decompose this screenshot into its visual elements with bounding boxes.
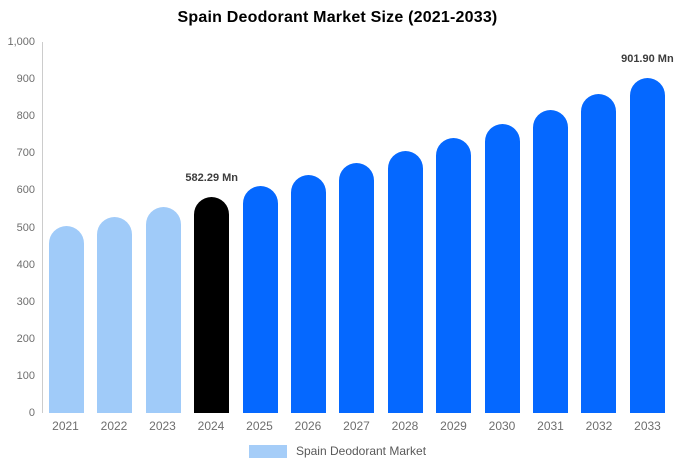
bar-2021[interactable]	[49, 226, 84, 413]
y-tick-label: 900	[16, 73, 35, 86]
x-tick-label: 2032	[585, 419, 613, 433]
x-tick-label: 2025	[246, 419, 273, 433]
bar-2024[interactable]	[194, 196, 230, 413]
legend[interactable]: Spain Deodorant Market	[0, 444, 675, 458]
x-tick-label: 2030	[488, 419, 516, 433]
bar-value-label: 901.90 Mn	[621, 53, 674, 66]
bar-column	[533, 42, 569, 413]
y-tick-label: 200	[16, 332, 35, 345]
bar-column	[339, 42, 375, 413]
bar-value-label: 582.29 Mn	[185, 171, 239, 184]
bar-2030[interactable]	[484, 124, 520, 413]
bar-column	[436, 42, 472, 413]
x-axis: 2021 2022 2023 2024 2025 2026 2027 2028 2029 2030…	[42, 419, 674, 433]
bar-2029[interactable]	[436, 137, 472, 413]
x-tick-label: 2028	[391, 419, 419, 433]
bar-2028[interactable]	[387, 150, 423, 413]
y-tick-label: 1,000	[7, 36, 35, 48]
x-tick-label: 2026	[294, 419, 322, 433]
bar-column	[387, 42, 423, 413]
bar-column	[97, 42, 133, 413]
bar-2032[interactable]	[581, 94, 617, 413]
y-tick-label: 700	[16, 147, 35, 160]
x-tick-label: 2021	[52, 419, 79, 433]
x-tick-label: 2024	[197, 419, 225, 433]
y-tick-label: 800	[16, 110, 35, 123]
bar-column	[291, 42, 327, 413]
legend-label: Spain Deodorant Market	[295, 444, 427, 458]
x-tick-label: 2027	[343, 419, 370, 433]
x-tick-label: 2023	[149, 419, 176, 433]
y-tick-label: 500	[16, 221, 35, 234]
bar-column	[581, 42, 617, 413]
bar-2022[interactable]	[97, 217, 133, 413]
y-tick-label: 100	[16, 369, 35, 382]
y-axis: 0 100 200 300 400 500 600 700 800 900 1,000	[0, 36, 35, 419]
legend-swatch	[248, 444, 287, 458]
y-tick-label: 400	[16, 258, 35, 271]
x-tick-label: 2031	[537, 419, 564, 433]
bar-2025[interactable]	[242, 186, 278, 413]
x-tick-label: 2022	[100, 419, 128, 433]
bar-column	[484, 42, 520, 413]
bar-column: 582.29 Mn	[185, 42, 238, 413]
y-tick-label: 0	[28, 407, 35, 419]
plot-area: 582.29 Mn 901.90 Mn	[42, 42, 674, 413]
bar-2031[interactable]	[533, 109, 569, 413]
y-tick-label: 300	[16, 295, 35, 308]
bar-column	[49, 42, 84, 413]
bar-column	[145, 42, 181, 413]
bar-column: 901.90 Mn	[621, 42, 674, 413]
chart-title: Spain Deodorant Market Size (2021-2033)	[177, 9, 498, 26]
y-tick-label: 600	[16, 184, 35, 197]
bar-2023[interactable]	[145, 207, 181, 413]
bar-2027[interactable]	[339, 162, 375, 413]
bar-column	[242, 42, 278, 413]
bar-2026[interactable]	[291, 174, 327, 413]
x-tick-label: 2029	[440, 419, 467, 433]
bar-2033[interactable]	[629, 78, 665, 413]
x-tick-label: 2033	[634, 419, 661, 433]
